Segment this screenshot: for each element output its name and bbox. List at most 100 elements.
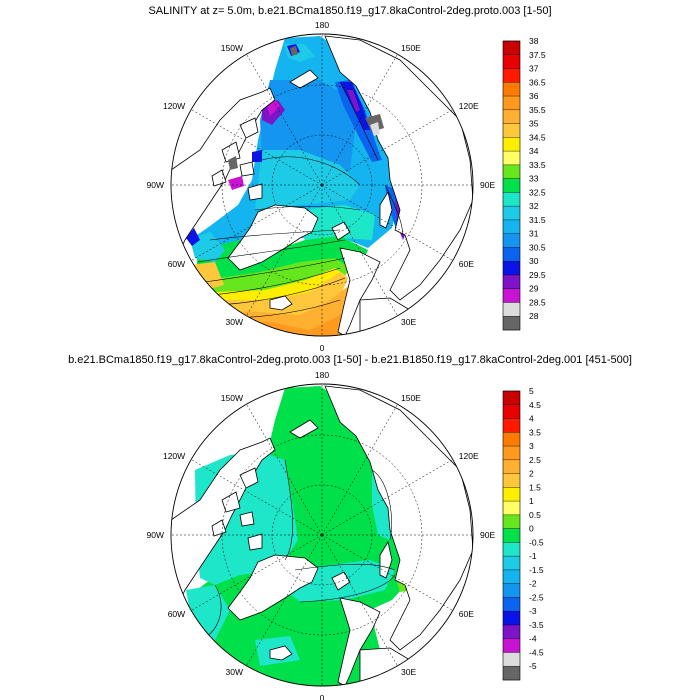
colorbar-label: 31 [529,229,539,239]
colorbar-swatch [503,487,520,502]
colorbar-label: 31.5 [529,215,546,225]
bottom-map-title: b.e21.BCma1850.f19_g17.8kaControl-2deg.p… [68,354,632,366]
colorbar-swatch [503,569,520,584]
colorbar-swatch [503,82,520,97]
colorbar-swatch [503,404,520,419]
colorbar-label: 0.5 [529,510,541,520]
colorbar-label: 3 [529,441,534,451]
longitude-label: 150E [401,393,421,403]
colorbar-label: 34 [529,146,539,156]
colorbar-swatch [503,68,520,83]
colorbar-label: 30 [529,256,539,266]
colorbar-label: 38 [529,36,539,46]
colorbar-label: -1 [529,551,537,561]
colorbar-label: 1.5 [529,482,541,492]
salinity-difference-map: 180 150E 120E 90E 60E 30E 0 30W 60W 90W 120W 150W [147,370,496,700]
colorbar-swatch [503,137,520,152]
colorbar-label: 32.5 [529,187,546,197]
colorbar-swatch [503,247,520,262]
salinity-map: 180 150E 120E 90E 60E 30E 0 30W 60W 90W 120W 150W [147,20,496,353]
colorbar-label: 28 [529,311,539,321]
colorbar-swatch [503,192,520,207]
colorbar-label: -4 [529,634,537,644]
colorbar-swatch [503,652,520,667]
colorbar-label: 0 [529,524,534,534]
colorbar-label: 2 [529,469,534,479]
longitude-label: 60E [459,259,474,269]
longitude-label: 120E [459,451,479,461]
contour-lines [197,81,404,319]
longitude-label: 150E [401,43,421,53]
colorbar-label: 35.5 [529,105,546,115]
longitude-label: 0 [320,343,325,353]
colorbar-label: 36 [529,91,539,101]
colorbar-label: -1.5 [529,565,544,575]
colorbar-swatch [503,597,520,612]
colorbar-label: 35 [529,119,539,129]
novaya-zemlya-land [379,190,393,229]
colorbar-swatch [503,611,520,626]
colorbar-label: -3.5 [529,620,544,630]
colorbar-swatch [503,41,520,56]
colorbar-label: 29 [529,284,539,294]
eurasia-land [324,35,473,301]
colorbar-swatch [503,446,520,461]
colorbar-label: 37.5 [529,50,546,60]
longitude-label: 60W [168,609,185,619]
colorbar-label: -3 [529,606,537,616]
top-colorbar: 38 37.5 37 36.5 36 35.5 35 34.5 34 33.5 33 32.5 32 31… [502,36,546,331]
longitude-label: 150W [221,43,243,53]
colorbar-swatch [503,233,520,248]
colorbar-label: 28.5 [529,297,546,307]
colorbar-label: 29.5 [529,270,546,280]
longitude-label: 30E [401,317,416,327]
colorbar-swatch [503,274,520,290]
top-longitude-labels: 180 150E 120E 90E 60E 30E 0 30W 60W 90W 120W 150W [147,20,496,353]
longitude-label: 120W [163,101,185,111]
longitude-label: 0 [320,693,325,700]
longitude-label: 90E [480,530,495,540]
colorbar-swatch [503,96,520,111]
longitude-label: 30W [226,317,243,327]
colorbar-label: 30.5 [529,242,546,252]
longitude-label: 180 [315,370,329,380]
svalbard-land [331,221,351,241]
colorbar-label: -5 [529,661,537,671]
colorbar-label: 34.5 [529,132,546,142]
scandinavia-land [337,247,381,336]
colorbar-label: 32 [529,201,539,211]
colorbar-label: 36.5 [529,77,546,87]
colorbar-label: 2.5 [529,455,541,465]
colorbar-label: 4.5 [529,400,541,410]
colorbar-swatch [503,542,520,557]
colorbar-swatch [503,556,520,571]
longitude-label: 90W [147,180,164,190]
colorbar-label: 5 [529,386,534,396]
colorbar-label: -4.5 [529,647,544,657]
colorbar-swatch [503,164,520,179]
colorbar-label: 1 [529,496,534,506]
colorbar-swatch [503,418,520,433]
colorbar-swatch [503,316,520,331]
colorbar-swatch [503,54,520,69]
colorbar-label: 33 [529,174,539,184]
bottom-map-frame [170,383,474,687]
colorbar-swatch [503,288,520,303]
longitude-label: 180 [315,20,329,30]
longitude-label: 60W [168,259,185,269]
colorbar-swatch [503,583,520,598]
colorbar-swatch [503,624,520,640]
colorbar-swatch [503,151,520,166]
colorbar-label: -2.5 [529,592,544,602]
longitude-label: 30W [226,667,243,677]
graticule [171,34,473,336]
colorbar-swatch [503,206,520,221]
longitude-label: 90W [147,530,164,540]
colorbar-swatch [503,219,520,234]
colorbar-label: -2 [529,579,537,589]
colorbar-swatch [503,514,520,529]
longitude-label: 150W [221,393,243,403]
colorbar-label: 37 [529,64,539,74]
colorbar-label: 3.5 [529,427,541,437]
